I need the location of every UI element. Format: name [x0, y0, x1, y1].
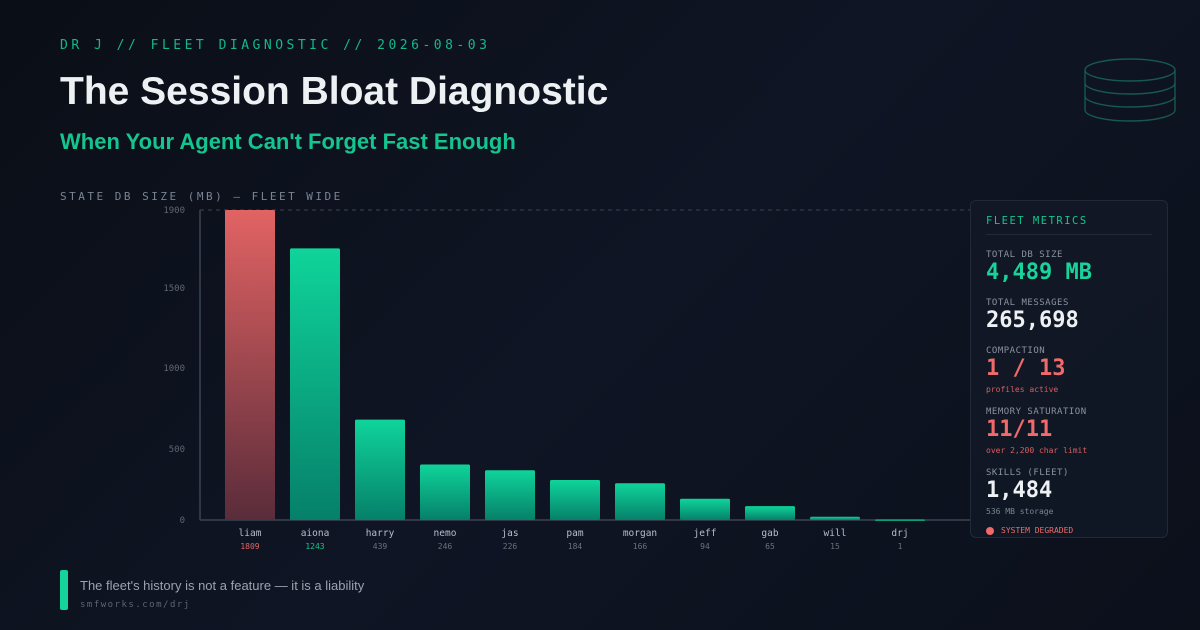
x-category-label: will [824, 528, 847, 539]
x-category-label: harry [366, 528, 395, 539]
y-tick-label: 1000 [163, 364, 185, 374]
status-dot-icon [986, 526, 994, 535]
chart-bar [615, 483, 665, 520]
metric-total-messages: TOTAL MESSAGES 265,698 [986, 297, 1152, 333]
metric-value: 1 / 13 [986, 356, 1066, 381]
chart-bar [810, 516, 860, 520]
metric-total-db-size: TOTAL DB SIZE 4,489 MB [986, 249, 1152, 285]
metric-sub: over 2,200 char limit [986, 446, 1088, 455]
footer-url: smfworks.com/drj [80, 600, 191, 610]
status-text: SYSTEM DEGRADED [1001, 526, 1074, 535]
x-category-label: drj [891, 528, 908, 539]
x-category-label: jeff [694, 528, 717, 539]
data-value-label: 94 [700, 542, 710, 551]
chart-bar [290, 248, 340, 520]
metric-value: 4,489 MB [986, 260, 1092, 285]
metric-value: 1,484 [986, 478, 1053, 503]
x-category-label: pam [566, 528, 583, 539]
chart-bar [225, 210, 275, 520]
footer-accent-bar [60, 570, 68, 610]
chart-bar [680, 498, 730, 520]
data-value-label: 1243 [305, 542, 324, 551]
x-category-label: liam [239, 528, 262, 539]
x-category-label: gab [761, 528, 778, 539]
x-category-label: morgan [623, 528, 657, 539]
chart-title: STATE DB SIZE (MB) — FLEET WIDE [60, 190, 343, 203]
metric-label: TOTAL DB SIZE [986, 250, 1063, 260]
data-value-label: 184 [568, 542, 583, 551]
x-category-label: jas [501, 528, 518, 539]
metric-label: SKILLS (FLEET) [986, 468, 1069, 478]
data-value-label: 166 [633, 542, 648, 551]
chart-bar [485, 470, 535, 520]
metric-label: TOTAL MESSAGES [986, 298, 1069, 308]
chart-bar [875, 519, 925, 522]
chart-bar [420, 464, 470, 520]
metric-memory-saturation: MEMORY SATURATION 11/11 over 2,200 char … [986, 406, 1152, 455]
metric-value: 265,698 [986, 308, 1079, 333]
x-category-label: aiona [301, 528, 330, 539]
page-title: The Session Bloat Diagnostic [60, 70, 609, 113]
y-tick-label: 1900 [163, 206, 185, 216]
data-value-label: 439 [373, 542, 388, 551]
y-tick-label: 0 [180, 516, 185, 526]
fleet-metrics-panel: FLEET METRICS TOTAL DB SIZE 4,489 MB TOT… [970, 200, 1168, 538]
header-kicker: DR J // FLEET DIAGNOSTIC // 2026-08-03 [60, 38, 491, 53]
metric-sub: 536 MB storage [986, 507, 1054, 516]
chart-bar [355, 419, 405, 520]
chart-bar [550, 480, 600, 520]
status-badge: SYSTEM DEGRADED [986, 526, 1152, 535]
y-tick-label: 1500 [163, 284, 185, 294]
metric-sub: profiles active [986, 385, 1059, 394]
metric-compaction: COMPACTION 1 / 13 profiles active [986, 345, 1152, 394]
metric-label: COMPACTION [986, 346, 1046, 356]
y-tick-label: 500 [169, 445, 185, 455]
data-value-label: 1809 [240, 542, 259, 551]
data-value-label: 246 [438, 542, 453, 551]
footer-tagline: The fleet's history is not a feature — i… [80, 578, 365, 593]
panel-title: FLEET METRICS [986, 215, 1152, 235]
x-category-label: nemo [434, 528, 457, 539]
chart-bar [745, 506, 795, 520]
metric-value: 11/11 [986, 417, 1053, 442]
metric-skills: SKILLS (FLEET) 1,484 536 MB storage [986, 467, 1152, 516]
data-value-label: 226 [503, 542, 518, 551]
data-value-label: 1 [898, 542, 903, 551]
page-subtitle: When Your Agent Can't Forget Fast Enough [60, 129, 516, 154]
data-value-label: 15 [830, 542, 840, 551]
database-icon [1084, 58, 1176, 122]
data-value-label: 65 [765, 542, 775, 551]
metric-label: MEMORY SATURATION [986, 407, 1087, 417]
